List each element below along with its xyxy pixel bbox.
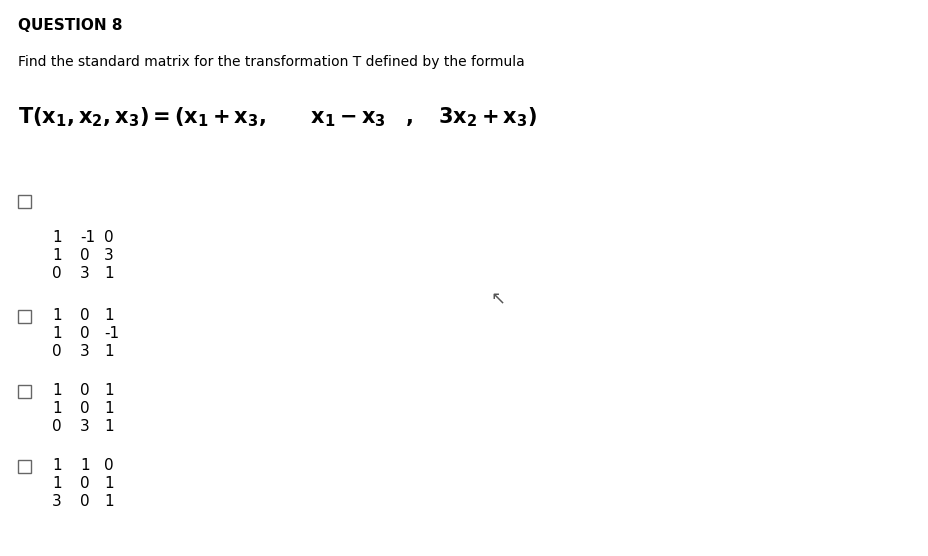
Text: 0: 0 <box>80 401 89 416</box>
Text: -1: -1 <box>104 326 119 341</box>
Text: 1: 1 <box>104 383 113 398</box>
Text: 1: 1 <box>104 419 113 434</box>
Text: 0: 0 <box>80 308 89 323</box>
Bar <box>18 385 31 398</box>
Text: 3: 3 <box>52 494 61 509</box>
Text: -1: -1 <box>80 230 95 245</box>
Text: 0: 0 <box>104 230 113 245</box>
Text: 0: 0 <box>52 344 61 359</box>
Text: 1: 1 <box>52 401 61 416</box>
Text: 0: 0 <box>80 383 89 398</box>
Bar <box>18 310 31 323</box>
Bar <box>18 460 31 473</box>
Text: QUESTION 8: QUESTION 8 <box>18 18 122 33</box>
Text: 1: 1 <box>52 383 61 398</box>
Text: 3: 3 <box>104 248 113 263</box>
Text: 3: 3 <box>80 266 90 281</box>
Text: 0: 0 <box>80 476 89 491</box>
Text: 1: 1 <box>104 308 113 323</box>
Text: 1: 1 <box>80 458 89 473</box>
Text: 1: 1 <box>52 458 61 473</box>
Text: 1: 1 <box>52 326 61 341</box>
Text: 1: 1 <box>52 230 61 245</box>
Text: 1: 1 <box>52 308 61 323</box>
Text: 0: 0 <box>104 458 113 473</box>
Text: Find the standard matrix for the transformation T defined by the formula: Find the standard matrix for the transfo… <box>18 55 524 69</box>
Text: $\bf{T(x_1,x_2,x_3) = (x_1 + x_3, \quad\quad x_1 - x_3 \quad , \quad 3x_2 + x_3): $\bf{T(x_1,x_2,x_3) = (x_1 + x_3, \quad\… <box>18 105 536 128</box>
Text: 1: 1 <box>104 344 113 359</box>
Text: 1: 1 <box>104 401 113 416</box>
Text: 0: 0 <box>80 248 89 263</box>
Text: 1: 1 <box>104 476 113 491</box>
Text: 0: 0 <box>80 326 89 341</box>
Text: 0: 0 <box>80 494 89 509</box>
Text: ↖: ↖ <box>489 290 505 308</box>
Text: 0: 0 <box>52 266 61 281</box>
Text: 1: 1 <box>52 248 61 263</box>
Text: 1: 1 <box>104 494 113 509</box>
Text: 0: 0 <box>52 419 61 434</box>
Text: 3: 3 <box>80 344 90 359</box>
Text: 3: 3 <box>80 419 90 434</box>
Text: 1: 1 <box>104 266 113 281</box>
Bar <box>18 195 31 208</box>
Text: 1: 1 <box>52 476 61 491</box>
